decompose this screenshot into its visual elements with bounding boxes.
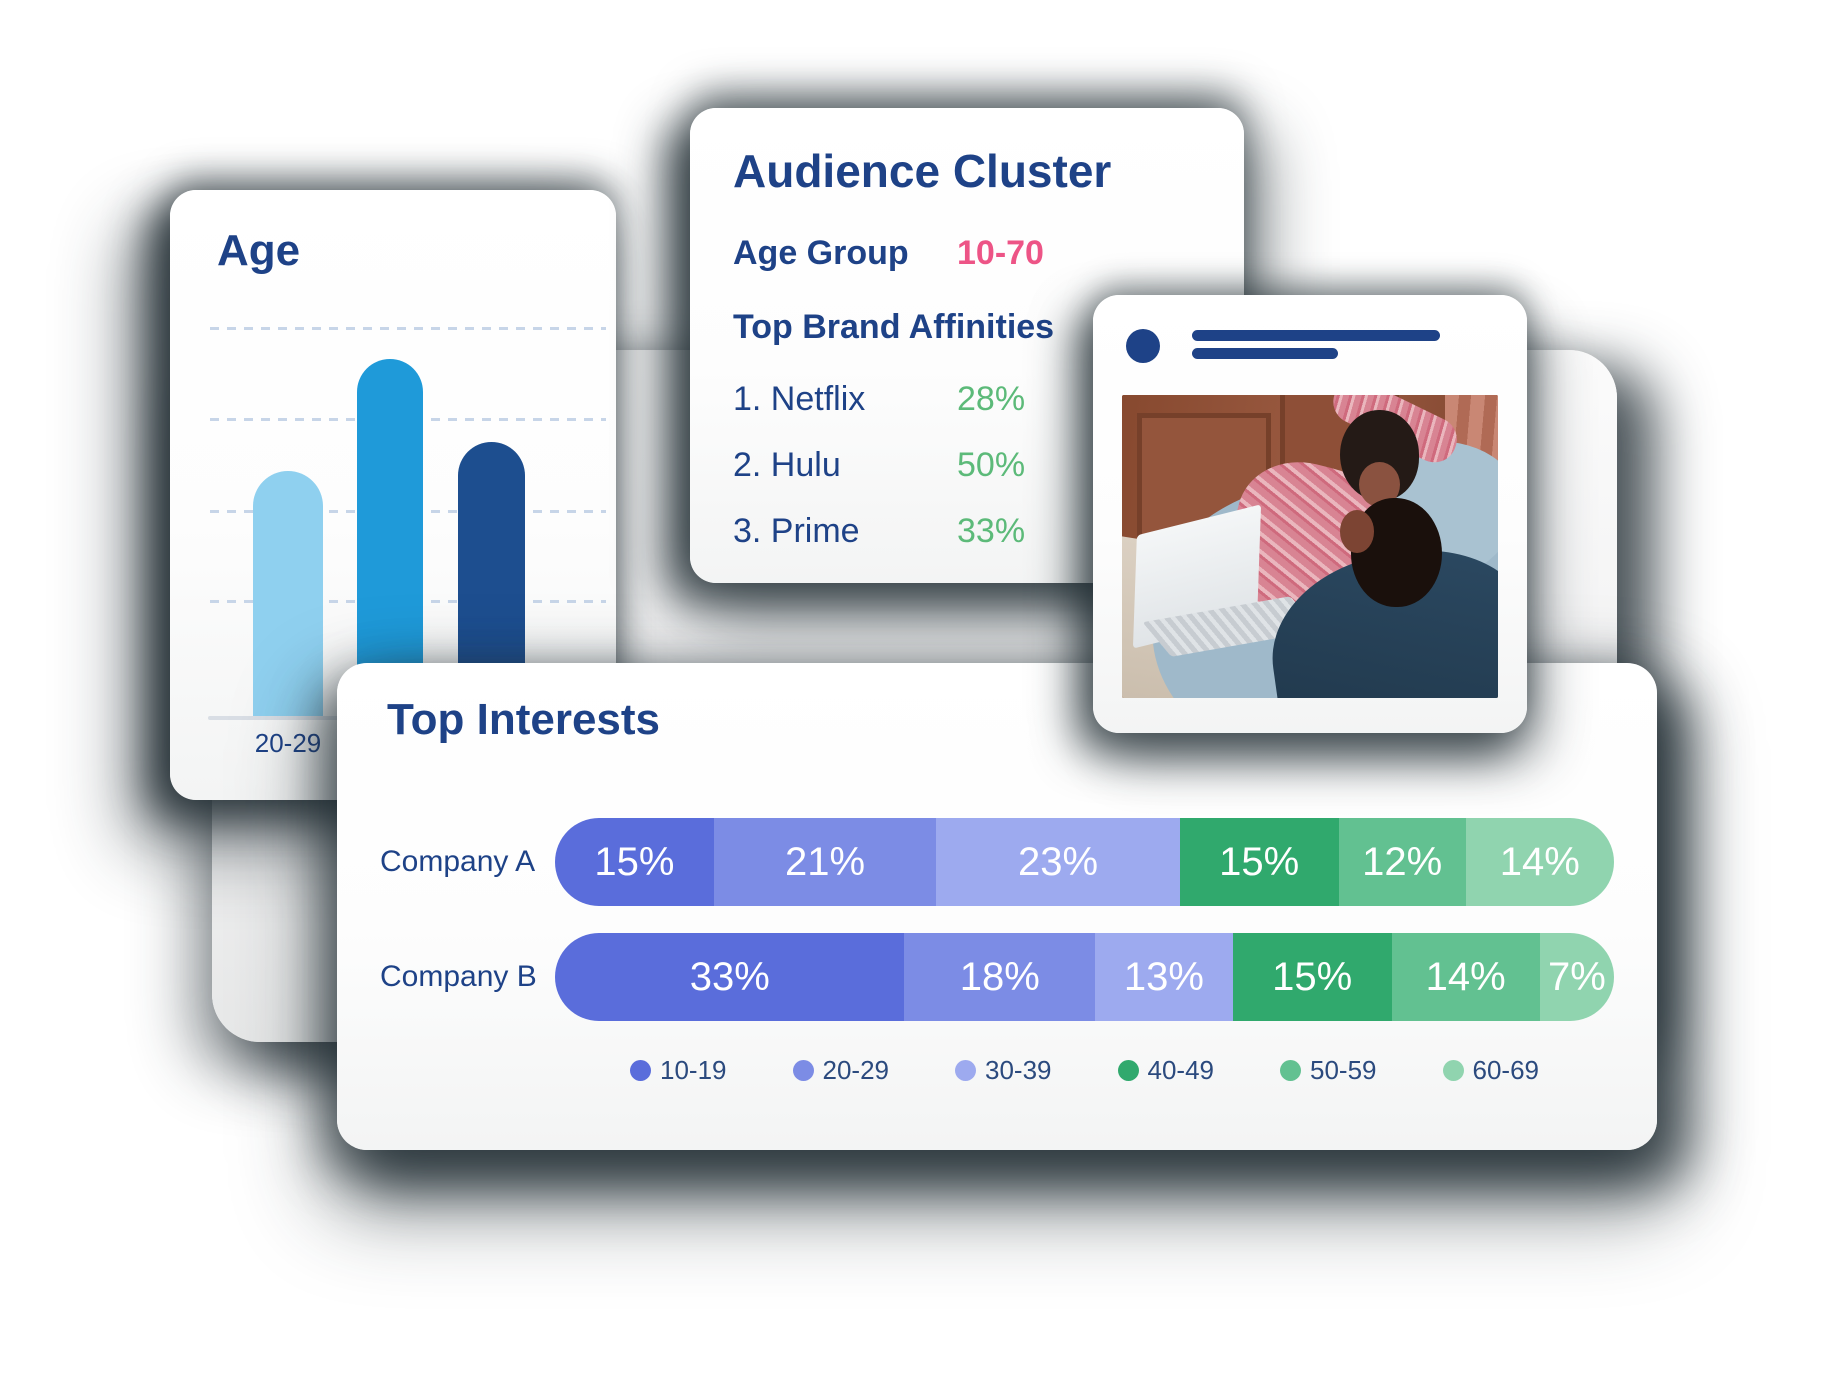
company-a-label: Company A — [380, 845, 536, 878]
bar-segment-20-29: 21% — [713, 818, 937, 906]
legend-dot-60-69 — [1442, 1060, 1464, 1081]
affinity-value: 33% — [957, 512, 1026, 550]
bar-segment-60-69: 7% — [1539, 933, 1614, 1021]
age-group-value: 10-70 — [957, 234, 1044, 272]
affinity-row: 2. Hulu 50% — [733, 446, 1214, 486]
affinity-row: 1. Netflix 28% — [733, 380, 1214, 420]
company-b-stacked-bar: 33% 18% 13% 15% 14% 7% — [555, 933, 1614, 1021]
age-card-title: Age — [217, 226, 301, 275]
age-bar-2 — [357, 358, 423, 718]
text-line-placeholder — [1192, 348, 1338, 359]
bar-segment-30-39: 13% — [1095, 933, 1233, 1021]
bar-segment-50-59: 14% — [1391, 933, 1540, 1021]
bar-segment-60-69: 14% — [1465, 818, 1614, 906]
company-b-label: Company B — [380, 960, 537, 993]
x-axis-label: 20-29 — [254, 728, 322, 758]
legend-dot-30-39 — [955, 1060, 976, 1081]
audience-cluster-title: Audience Cluster — [733, 145, 1112, 197]
affinity-name: 2. Hulu — [733, 446, 841, 484]
age-card: Age 20-29 — [170, 190, 616, 800]
legend-item: 50-59 — [1280, 1055, 1377, 1086]
man-face — [1340, 510, 1374, 553]
legend-label: 30-39 — [985, 1055, 1052, 1085]
legend-label: 10-19 — [660, 1055, 727, 1085]
affinity-value: 28% — [957, 380, 1026, 418]
lifestyle-photo — [1122, 395, 1498, 698]
affinities-heading: Top Brand Affinities — [733, 308, 1055, 346]
affinity-name: 1. Netflix — [733, 380, 866, 418]
legend-label: 40-49 — [1147, 1055, 1215, 1085]
avatar — [1126, 329, 1160, 363]
age-group-row: Age Group 10-70 — [733, 234, 1214, 274]
affinity-name: 3. Prime — [733, 512, 860, 550]
legend-dot-20-29 — [792, 1060, 814, 1081]
bar-segment-40-49: 15% — [1232, 933, 1392, 1021]
company-a-row: Company A 15% 21% 23% 15% 12% 14% — [380, 818, 1614, 906]
age-bar-chart: 20-29 — [200, 300, 606, 758]
gridline — [210, 327, 606, 330]
legend: 10-19 20-29 30-39 40-49 50-59 60-69 — [555, 1055, 1614, 1086]
legend-dot-10-19 — [630, 1060, 651, 1081]
bar-segment-20-29: 18% — [904, 933, 1096, 1021]
bar-segment-30-39: 23% — [936, 818, 1180, 906]
company-a-stacked-bar: 15% 21% 23% 15% 12% 14% — [555, 818, 1614, 906]
bar-segment-10-19: 33% — [555, 933, 905, 1021]
top-interests-card: Top Interests Company A 15% 21% 23% 15% … — [337, 663, 1657, 1150]
legend-dot-50-59 — [1280, 1060, 1301, 1081]
social-post-card — [1093, 295, 1527, 733]
legend-item: 60-69 — [1442, 1055, 1540, 1086]
bar-segment-10-19: 15% — [555, 818, 714, 906]
top-interests-title: Top Interests — [387, 695, 661, 744]
text-line-placeholder — [1192, 330, 1440, 341]
legend-item: 10-19 — [630, 1055, 727, 1086]
legend-item: 20-29 — [792, 1055, 890, 1086]
affinities-heading-row: Top Brand Affinities — [733, 308, 1214, 348]
legend-item: 30-39 — [955, 1055, 1052, 1086]
legend-item: 40-49 — [1117, 1055, 1215, 1086]
age-group-label: Age Group — [733, 234, 909, 272]
bar-segment-50-59: 12% — [1338, 818, 1466, 906]
legend-label: 50-59 — [1310, 1055, 1377, 1085]
age-bar-20-29 — [253, 471, 323, 718]
company-b-row: Company B 33% 18% 13% 15% 14% 7% — [380, 933, 1614, 1021]
legend-label: 60-69 — [1472, 1055, 1540, 1085]
affinity-row: 3. Prime 33% — [733, 512, 1214, 552]
affinity-value: 50% — [957, 446, 1026, 484]
legend-dot-40-49 — [1117, 1060, 1139, 1081]
bar-segment-40-49: 15% — [1179, 818, 1339, 906]
legend-label: 20-29 — [822, 1055, 890, 1085]
